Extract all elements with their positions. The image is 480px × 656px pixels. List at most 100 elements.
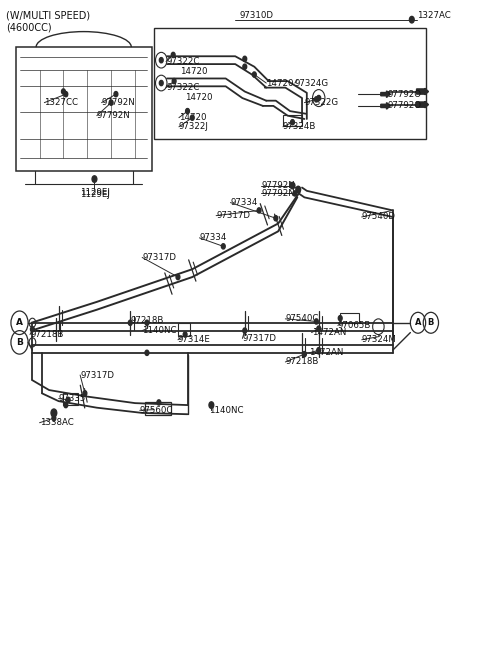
- Text: 97792N: 97792N: [262, 181, 295, 190]
- Bar: [178, 323, 190, 336]
- Circle shape: [290, 182, 295, 189]
- Bar: [144, 402, 171, 415]
- Text: A: A: [16, 318, 23, 327]
- Circle shape: [64, 403, 68, 407]
- Text: (W/MULTI SPEED): (W/MULTI SPEED): [6, 10, 90, 21]
- Circle shape: [157, 400, 161, 405]
- Text: 97317D: 97317D: [80, 371, 114, 380]
- Text: 97324G: 97324G: [295, 79, 329, 87]
- Circle shape: [64, 92, 68, 96]
- Text: 1338AC: 1338AC: [39, 419, 73, 427]
- Circle shape: [296, 186, 300, 193]
- Circle shape: [191, 115, 194, 120]
- Text: 97560C: 97560C: [140, 406, 173, 415]
- Text: 97334: 97334: [230, 198, 258, 207]
- Circle shape: [31, 327, 34, 332]
- Text: 97317D: 97317D: [242, 334, 276, 343]
- Circle shape: [221, 244, 225, 249]
- Circle shape: [52, 415, 56, 420]
- Text: 97322C: 97322C: [166, 57, 199, 66]
- Circle shape: [317, 96, 321, 100]
- Text: 97317D: 97317D: [142, 253, 176, 262]
- Text: 1140NC: 1140NC: [142, 326, 177, 335]
- Bar: [154, 28, 426, 138]
- Text: 97322J: 97322J: [179, 122, 209, 131]
- Circle shape: [243, 64, 247, 70]
- Circle shape: [92, 176, 97, 182]
- Text: 1140NC: 1140NC: [209, 406, 243, 415]
- Text: 1472AN: 1472AN: [309, 348, 344, 358]
- Text: 97540C: 97540C: [285, 314, 319, 323]
- Text: 97322C: 97322C: [166, 83, 199, 92]
- Circle shape: [338, 316, 342, 321]
- Circle shape: [209, 402, 214, 408]
- Text: 97792O: 97792O: [388, 102, 422, 110]
- Text: (4600CC): (4600CC): [6, 22, 52, 33]
- Circle shape: [314, 319, 318, 324]
- Text: 97317D: 97317D: [216, 211, 250, 220]
- Text: B: B: [16, 338, 23, 347]
- Bar: [340, 313, 360, 323]
- Text: 14720: 14720: [185, 93, 213, 102]
- Circle shape: [186, 108, 190, 113]
- Text: 97792N: 97792N: [262, 189, 295, 198]
- Circle shape: [109, 100, 113, 105]
- Bar: [16, 47, 152, 171]
- Text: 97792N: 97792N: [97, 112, 131, 120]
- Text: 97218B: 97218B: [285, 358, 319, 367]
- Circle shape: [293, 191, 297, 196]
- Circle shape: [252, 72, 256, 77]
- Text: A: A: [415, 318, 421, 327]
- Circle shape: [317, 348, 321, 353]
- Circle shape: [172, 79, 176, 84]
- FancyArrow shape: [417, 101, 429, 108]
- Text: 97218B: 97218B: [30, 330, 63, 339]
- Circle shape: [183, 332, 187, 337]
- Text: 14720: 14720: [266, 79, 294, 87]
- Text: 97314E: 97314E: [178, 335, 211, 344]
- Circle shape: [128, 320, 132, 325]
- Text: 97310D: 97310D: [240, 11, 274, 20]
- Text: 1472AN: 1472AN: [312, 328, 346, 337]
- Text: 97792O: 97792O: [388, 90, 422, 98]
- Circle shape: [176, 274, 180, 279]
- Text: 97334: 97334: [199, 234, 227, 242]
- Circle shape: [274, 216, 278, 221]
- Circle shape: [302, 352, 306, 357]
- Circle shape: [257, 208, 261, 213]
- Text: 97540D: 97540D: [362, 213, 396, 222]
- Text: 14720: 14720: [180, 67, 208, 76]
- Text: 97065B: 97065B: [338, 321, 371, 330]
- Text: 1327CC: 1327CC: [44, 98, 78, 107]
- Circle shape: [145, 350, 149, 356]
- Circle shape: [314, 96, 318, 102]
- Circle shape: [83, 391, 87, 396]
- Bar: [283, 115, 302, 125]
- FancyArrow shape: [417, 89, 429, 95]
- Circle shape: [409, 16, 414, 23]
- Circle shape: [145, 320, 149, 325]
- Text: 1129EJ: 1129EJ: [80, 188, 110, 197]
- Circle shape: [66, 398, 70, 403]
- Text: 97792N: 97792N: [102, 98, 135, 107]
- Circle shape: [290, 183, 294, 188]
- Circle shape: [61, 89, 65, 94]
- Circle shape: [243, 56, 247, 62]
- Bar: [63, 394, 78, 405]
- Text: 14720: 14720: [179, 113, 206, 122]
- FancyArrow shape: [381, 91, 390, 97]
- Circle shape: [171, 52, 175, 58]
- Circle shape: [114, 92, 118, 96]
- Text: 1129EJ: 1129EJ: [80, 190, 110, 199]
- Circle shape: [243, 328, 247, 333]
- Circle shape: [51, 409, 57, 417]
- Text: 97322G: 97322G: [304, 98, 338, 107]
- Text: 97218B: 97218B: [130, 316, 164, 325]
- Circle shape: [290, 119, 294, 125]
- Circle shape: [159, 81, 163, 86]
- Circle shape: [317, 326, 321, 331]
- FancyArrow shape: [381, 102, 390, 109]
- Text: 1327AC: 1327AC: [417, 11, 450, 20]
- Text: 97324M: 97324M: [362, 335, 396, 344]
- Text: 97335: 97335: [59, 394, 86, 403]
